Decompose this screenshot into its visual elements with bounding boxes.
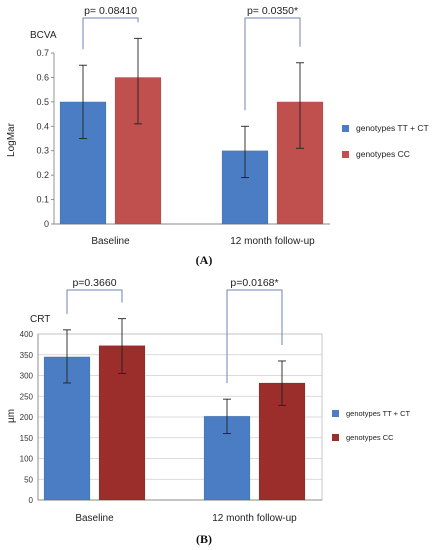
category-label: 12 month follow-up <box>212 513 297 524</box>
y-tick-label: 150 <box>20 434 34 443</box>
category-label: Baseline <box>91 236 130 247</box>
p-value-label: p= 0.0350* <box>247 5 298 17</box>
chart-title: BCVA <box>30 30 57 41</box>
legend-swatch <box>342 125 349 132</box>
legend-label: genotypes CC <box>356 149 410 159</box>
y-tick-label: 350 <box>20 351 34 360</box>
legend-label: genotypes CC <box>346 433 394 442</box>
significance-bracket <box>226 289 283 384</box>
legend-swatch <box>332 410 339 417</box>
y-tick-label: 200 <box>20 413 34 422</box>
y-tick-label: 0.5 <box>36 97 49 107</box>
y-tick-label: 0.1 <box>36 195 49 205</box>
category-label: Baseline <box>75 513 114 524</box>
y-tick-label: 50 <box>24 475 33 484</box>
y-axis-label: LogMar <box>6 122 17 157</box>
panel-b-label: (B) <box>196 532 212 546</box>
p-value-label: p= 0.08410 <box>84 5 137 17</box>
p-value-label: p=0.3660 <box>72 277 116 289</box>
legend-swatch <box>332 434 339 441</box>
y-tick-label: 0.4 <box>36 121 49 131</box>
p-value-label: p=0.0168* <box>230 277 278 289</box>
y-tick-label: 100 <box>20 455 34 464</box>
y-tick-label: 0 <box>44 219 49 229</box>
legend-swatch <box>342 151 349 158</box>
y-tick-label: 400 <box>20 330 34 339</box>
y-axis-label: µm <box>6 409 17 423</box>
legend-label: genotypes TT + CT <box>346 409 411 418</box>
chart-a: 0 0.1 0.2 0.3 0.4 0.5 0.6 0.7 BCVA LogMar Baseline… <box>6 5 429 247</box>
category-label: 12 month follow-up <box>230 236 315 247</box>
chart-b: 0 50 100 150 200 250 300 350 400 CRT µm Baseline p=0… <box>6 277 411 524</box>
significance-bracket <box>66 289 123 314</box>
chart-title: CRT <box>30 314 50 325</box>
y-tick-label: 0.3 <box>36 146 49 156</box>
significance-bracket <box>244 17 301 111</box>
bar <box>221 150 269 225</box>
y-tick-label: 0.6 <box>36 72 49 82</box>
legend-label: genotypes TT + CT <box>356 123 429 133</box>
panel-a-label: (A) <box>196 253 213 267</box>
y-tick-label: 0.7 <box>36 48 49 58</box>
y-tick-label: 0.2 <box>36 170 49 180</box>
y-tick-label: 0 <box>29 496 34 505</box>
y-tick-label: 250 <box>20 392 34 401</box>
significance-bracket <box>82 17 139 50</box>
y-tick-label: 300 <box>20 372 34 381</box>
